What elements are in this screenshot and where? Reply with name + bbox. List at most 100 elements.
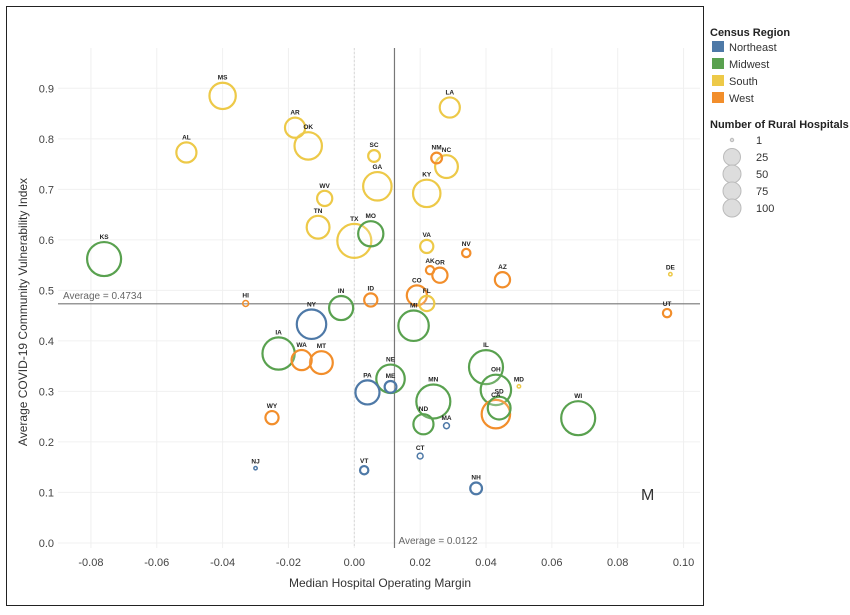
point-mi xyxy=(397,309,430,343)
point-or xyxy=(431,266,449,284)
legend-size-label: 50 xyxy=(756,169,768,181)
point-label-nj: NJ xyxy=(251,458,260,465)
legend-swatch-south xyxy=(712,75,724,86)
point-label-wa: WA xyxy=(296,342,307,349)
legend-swatch-midwest xyxy=(712,58,724,69)
y-average-label: Average = 0.4734 xyxy=(63,291,142,302)
point-label-ks: KS xyxy=(100,234,110,241)
legend-size-label: 100 xyxy=(756,203,774,215)
point-label-md: MD xyxy=(514,377,524,384)
y-tick-label: 0.4 xyxy=(39,336,54,348)
point-label-wv: WV xyxy=(319,183,330,190)
point-vt xyxy=(358,464,370,476)
point-ar xyxy=(283,116,307,139)
point-mo xyxy=(357,220,385,248)
point-fl xyxy=(418,294,436,313)
x-tick-label: -0.06 xyxy=(144,557,169,569)
y-axis-ticks: 0.0 0.1 0.2 0.3 0.4 0.5 0.6 0.7 0.8 0.9 xyxy=(39,83,54,550)
point-label-nv: NV xyxy=(462,241,472,248)
legend-size-marker xyxy=(722,164,742,184)
point-label-nc: NC xyxy=(442,147,452,154)
legend-size-label: 25 xyxy=(756,152,768,164)
point-wa xyxy=(290,348,313,372)
legend-size-marker xyxy=(722,198,742,218)
point-label-ok: OK xyxy=(303,124,313,131)
legend-size-marker xyxy=(722,181,742,201)
y-tick-label: 0.0 xyxy=(39,538,54,550)
point-tx xyxy=(336,222,373,259)
point-label-mt: MT xyxy=(317,343,326,350)
x-axis-ticks: -0.08 -0.06 -0.04 -0.02 0.00 0.02 0.04 0.06 0.08… xyxy=(78,557,694,569)
x-tick-label: 0.10 xyxy=(673,557,694,569)
point-mt xyxy=(308,350,334,376)
point-ny xyxy=(295,308,328,341)
point-label-ms: MS xyxy=(218,75,228,82)
point-label-ne: NE xyxy=(386,357,396,364)
point-label-mn: MN xyxy=(428,377,438,384)
point-ak xyxy=(424,264,436,276)
point-id xyxy=(363,292,379,308)
point-label-nm: NM xyxy=(432,145,442,152)
x-tick-label: 0.08 xyxy=(607,557,628,569)
y-axis-title: Average COVID-19 Community Vulnerability… xyxy=(16,178,30,446)
point-ct xyxy=(416,452,424,460)
legend-swatch-northeast xyxy=(712,41,724,52)
point-az xyxy=(493,271,512,289)
y-tick-label: 0.1 xyxy=(39,487,54,499)
point-md xyxy=(516,383,522,389)
point-sd xyxy=(486,395,512,421)
point-label-ga: GA xyxy=(372,164,382,171)
x-tick-label: 0.04 xyxy=(475,557,496,569)
legend: Census Region NortheastMidwestSouthWest … xyxy=(710,27,849,218)
x-tick-label: -0.04 xyxy=(210,557,235,569)
reference-lines xyxy=(58,48,700,548)
x-average-label: Average = 0.0122 xyxy=(398,536,477,547)
point-label-al: AL xyxy=(182,134,191,141)
point-ia xyxy=(261,336,296,371)
x-tick-label: 0.06 xyxy=(541,557,562,569)
point-label-mo: MO xyxy=(366,213,376,220)
legend-label-midwest: Midwest xyxy=(729,59,769,71)
point-label-ct: CT xyxy=(416,445,425,452)
point-label-mi: MI xyxy=(410,303,417,310)
point-label-hi: HI xyxy=(242,293,249,300)
point-ms xyxy=(208,81,237,111)
legend-size-label: 75 xyxy=(756,186,768,198)
y-tick-label: 0.5 xyxy=(39,285,54,297)
point-label-ca: CA xyxy=(491,392,501,399)
point-label-la: LA xyxy=(445,89,454,96)
legend-label-northeast: Northeast xyxy=(729,42,777,54)
point-wi xyxy=(560,400,597,437)
y-tick-label: 0.8 xyxy=(39,134,54,146)
y-tick-label: 0.9 xyxy=(39,83,54,95)
point-mn xyxy=(415,383,452,420)
corner-mark: M xyxy=(641,487,654,504)
point-label-ut: UT xyxy=(663,301,672,308)
point-label-tn: TN xyxy=(314,208,323,215)
point-label-ak: AK xyxy=(425,258,435,265)
point-label-nh: NH xyxy=(471,475,481,482)
y-tick-label: 0.2 xyxy=(39,437,54,449)
legend-size-items: 1 25 50 75 100 xyxy=(722,135,774,218)
grid-lines xyxy=(58,48,700,548)
point-wv xyxy=(315,189,334,208)
data-points xyxy=(85,81,673,496)
y-tick-label: 0.6 xyxy=(39,235,54,247)
point-wy xyxy=(264,409,280,426)
point-hi xyxy=(241,299,250,308)
point-sc xyxy=(367,149,382,163)
legend-size-marker xyxy=(723,148,741,166)
point-me xyxy=(383,379,398,394)
point-labels: TX KS IL MN WI IA MI OH NY GA NE CA OK KY MS MO IN PA NC TN… xyxy=(100,75,676,482)
point-ok xyxy=(293,131,324,161)
point-pa xyxy=(354,379,381,406)
legend-size-label: 1 xyxy=(756,135,762,147)
point-nd xyxy=(412,413,435,436)
point-nm xyxy=(430,151,444,165)
point-label-wy: WY xyxy=(267,403,278,410)
x-tick-label: 0.02 xyxy=(409,557,430,569)
point-label-vt: VT xyxy=(360,458,368,465)
point-label-me: ME xyxy=(386,373,396,380)
legend-swatch-west xyxy=(712,92,724,103)
